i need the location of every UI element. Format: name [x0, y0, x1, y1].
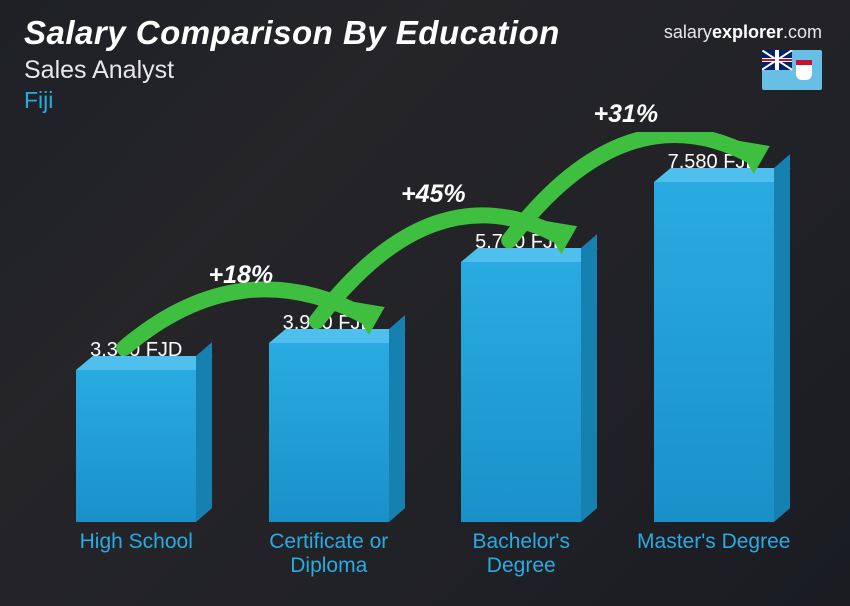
salary-bar-chart: 3,390 FJD 3,990 FJD 5,790 FJD 7,580 FJD … [40, 132, 810, 582]
bar-3d [461, 262, 581, 522]
bar-category-label: Master's Degree [629, 526, 799, 582]
bar-side-face [196, 342, 212, 522]
source-prefix: salary [664, 22, 712, 42]
bar-group: 5,790 FJD [436, 231, 606, 522]
bar-front-face [269, 343, 389, 522]
bar-group: 7,580 FJD [629, 151, 799, 522]
bar-group: 3,990 FJD [244, 312, 414, 522]
chart-subtitle: Sales Analyst [24, 56, 826, 85]
bar-category-label: Bachelor's Degree [436, 526, 606, 582]
bar-side-face [774, 154, 790, 522]
bar-front-face [654, 182, 774, 522]
source-suffix: .com [783, 22, 822, 42]
bar-category-label: Certificate or Diploma [244, 526, 414, 582]
bar-front-face [76, 370, 196, 522]
chart-country: Fiji [24, 87, 826, 114]
labels-container: High School Certificate or Diploma Bachelo… [40, 526, 810, 582]
source-attribution: salaryexplorer.com [664, 22, 822, 43]
bar-top-face [461, 248, 598, 262]
bar-group: 3,390 FJD [51, 339, 221, 522]
bar-top-face [654, 168, 791, 182]
fiji-flag-icon [762, 50, 822, 90]
bar-top-face [76, 356, 213, 370]
bar-side-face [581, 234, 597, 522]
bar-3d [76, 370, 196, 522]
bar-side-face [389, 315, 405, 522]
bars-container: 3,390 FJD 3,990 FJD 5,790 FJD 7,580 FJD [40, 132, 810, 522]
source-bold: explorer [712, 22, 783, 42]
bar-category-label: High School [51, 526, 221, 582]
bar-front-face [461, 262, 581, 522]
bar-3d [269, 343, 389, 522]
bar-3d [654, 182, 774, 522]
bar-top-face [269, 329, 406, 343]
